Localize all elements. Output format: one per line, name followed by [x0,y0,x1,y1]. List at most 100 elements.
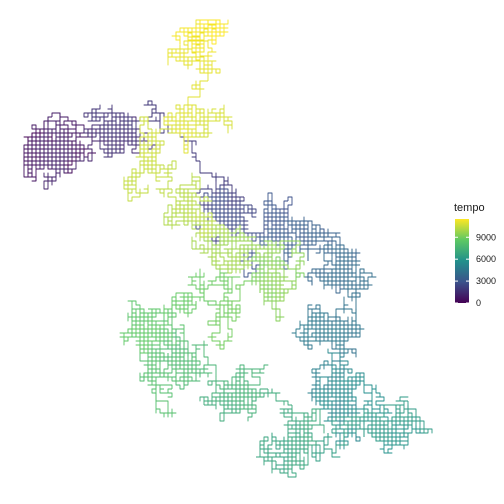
walk-segment [335,389,349,402]
walk-segment [35,132,49,153]
walk-segment [391,425,409,438]
walk-segment [175,104,192,110]
walk-segment [215,176,225,190]
walk-segment [215,272,229,278]
walk-segment [407,401,413,426]
walk-segment [59,112,76,126]
walk-segment [228,220,241,233]
walk-segment [244,205,257,214]
walk-segment [175,360,192,374]
walk-segment [47,116,64,130]
walk-segment [251,368,264,381]
walk-segment [336,352,349,366]
walk-segment [175,349,197,361]
walk-segment [48,172,61,186]
walk-segment [295,440,308,454]
walk-segment [276,285,297,294]
walk-segment [271,288,285,302]
walk-segment [303,420,317,434]
walk-segment [291,240,301,258]
walk-segment [339,256,361,266]
walk-segment [144,376,157,386]
walk-segment [271,457,277,474]
walk-segment [196,60,217,74]
walk-segment [391,404,405,410]
walk-segment [67,144,85,150]
walk-segment [163,160,177,170]
walk-segment [395,425,409,438]
walk-segment [175,300,185,314]
walk-segment [215,209,225,218]
walk-segment [175,128,188,150]
walk-segment [319,433,329,457]
walk-segment [219,300,233,314]
walk-segment [191,340,208,350]
walk-segment [352,320,365,334]
walk-segment [47,168,65,178]
walk-segment [248,240,261,254]
walk-segment [199,284,213,294]
walk-segment [191,172,201,190]
walk-segment [315,312,321,333]
walk-segment [203,44,217,57]
walk-segment [187,96,193,118]
walk-segment [199,23,213,36]
walk-segment [300,440,321,454]
walk-segment [119,336,129,346]
walk-segment [239,236,253,242]
walk-segment [336,248,349,254]
walk-segment [235,216,249,230]
walk-segment [51,148,65,158]
walk-segment [139,341,149,354]
walk-segment [220,116,229,134]
walk-segment [312,360,332,370]
walk-segment [299,216,313,226]
walk-segment [163,304,169,326]
walk-segment [339,305,349,314]
walk-segment [155,397,164,414]
walk-segment [123,176,132,186]
walk-segment [191,31,197,45]
walk-segment [175,132,197,146]
walk-segment [363,381,373,406]
walk-segment [331,380,353,386]
walk-segment [207,276,220,286]
walk-segment [179,121,196,134]
walk-segment [272,196,293,214]
walk-segment [263,456,276,466]
walk-segment [199,232,221,254]
walk-segment [127,188,149,202]
walk-segment [183,132,196,154]
walk-segment [108,145,121,158]
walk-segment [287,244,300,258]
walk-segment [55,136,69,150]
walk-segment [255,248,269,258]
walk-segment [215,19,229,33]
walk-segment [211,240,224,257]
walk-segment [231,212,245,234]
walk-segment [43,148,57,161]
walk-segment [267,276,273,282]
walk-segment [328,352,349,369]
walk-segment [379,429,393,450]
walk-segment [223,260,236,274]
walk-segment [179,108,192,121]
walk-segment [139,116,149,137]
walk-segment [163,308,177,314]
walk-segment [208,317,221,330]
walk-segment [331,376,345,390]
walk-segment [263,297,277,317]
walk-segment [235,284,241,302]
walk-segment [43,136,57,150]
walk-segment [263,276,277,290]
walk-segment [359,416,365,422]
walk-segment [243,229,257,242]
walk-segment [291,220,301,230]
walk-segment [23,140,37,154]
walk-segment [379,425,393,446]
walk-segment [331,236,341,249]
walk-segment [227,316,233,341]
walk-segment [275,212,288,234]
walk-segment [39,156,53,170]
walk-segment [331,268,344,281]
